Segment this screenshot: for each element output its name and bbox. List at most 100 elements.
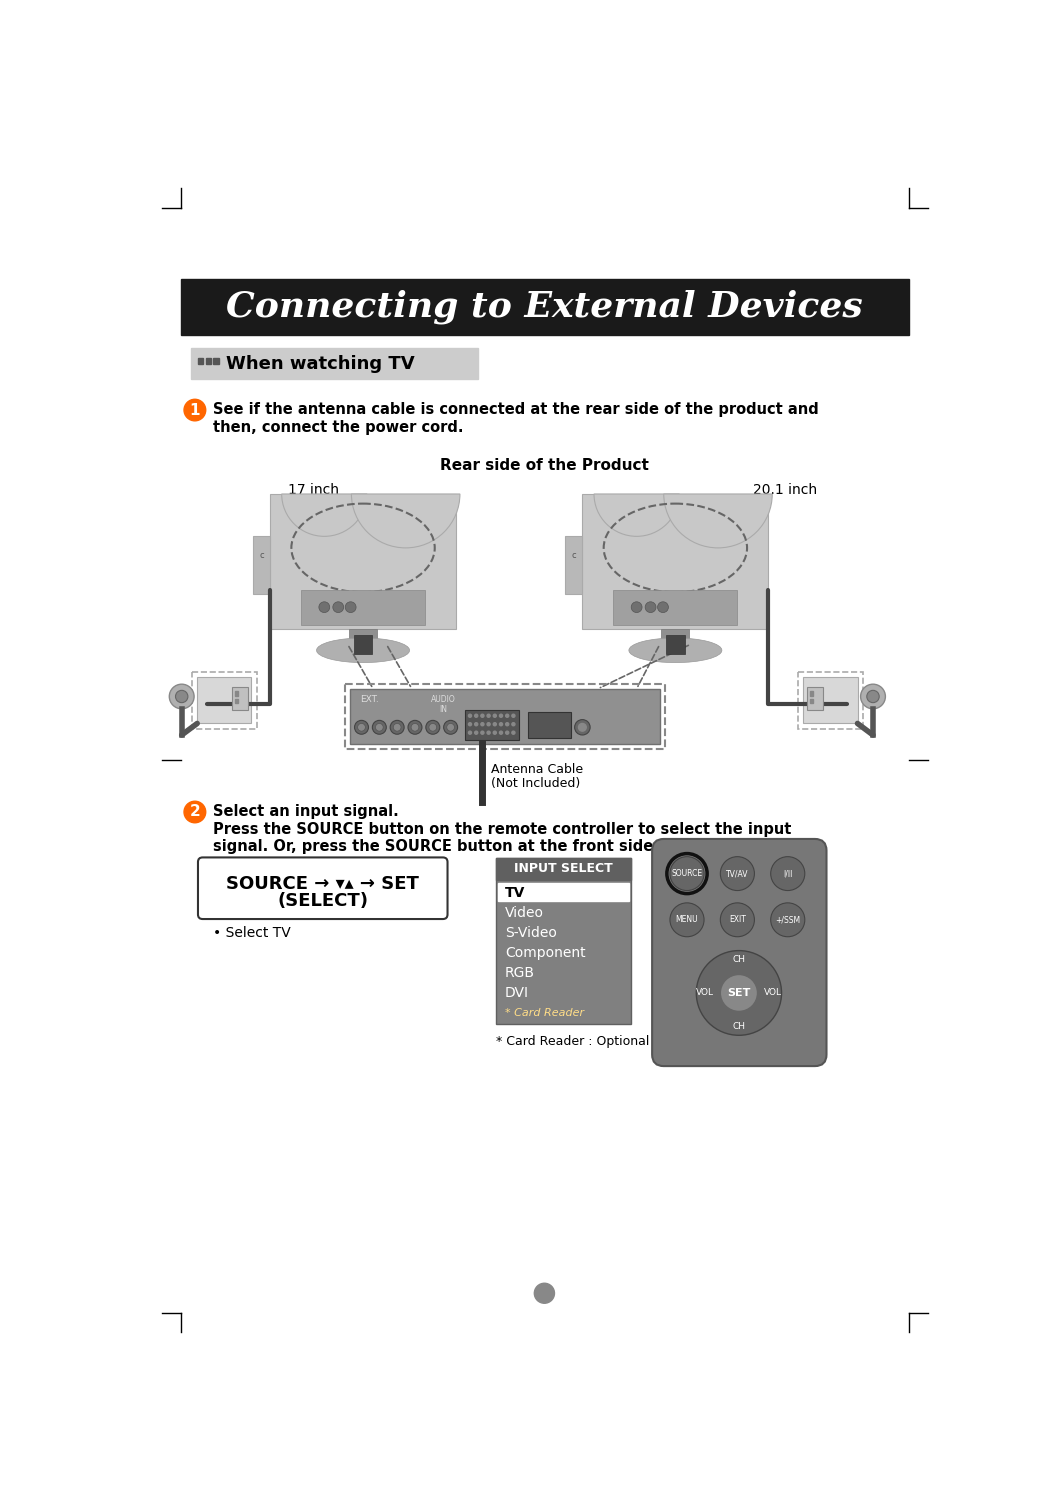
Text: 1: 1 xyxy=(189,402,200,417)
Circle shape xyxy=(169,685,195,709)
Circle shape xyxy=(393,724,401,731)
Bar xyxy=(235,698,238,703)
Text: EXT.: EXT. xyxy=(360,695,378,704)
Circle shape xyxy=(721,856,755,891)
Circle shape xyxy=(175,691,188,703)
Bar xyxy=(301,590,425,625)
Text: TV/AV: TV/AV xyxy=(726,868,748,877)
Circle shape xyxy=(535,1284,555,1303)
Text: TV: TV xyxy=(505,886,525,900)
Circle shape xyxy=(475,722,477,725)
Circle shape xyxy=(184,801,206,823)
Text: 20.1 inch: 20.1 inch xyxy=(753,483,817,497)
Text: then, connect the power cord.: then, connect the power cord. xyxy=(213,420,463,435)
Wedge shape xyxy=(663,494,772,548)
Text: DVI: DVI xyxy=(505,986,529,999)
Wedge shape xyxy=(594,494,679,536)
Circle shape xyxy=(506,731,509,734)
Circle shape xyxy=(333,602,343,613)
Text: Connecting to External Devices: Connecting to External Devices xyxy=(226,289,863,324)
FancyBboxPatch shape xyxy=(198,858,448,920)
Text: c: c xyxy=(572,551,576,560)
Bar xyxy=(349,629,377,650)
Circle shape xyxy=(426,721,440,734)
Text: SOURCE → ▾▴ → SET: SOURCE → ▾▴ → SET xyxy=(226,874,419,892)
Bar xyxy=(497,883,629,901)
Circle shape xyxy=(500,731,503,734)
Circle shape xyxy=(487,731,490,734)
Circle shape xyxy=(375,724,383,731)
Circle shape xyxy=(480,715,484,718)
Circle shape xyxy=(645,602,656,613)
Text: • Select TV: • Select TV xyxy=(213,926,290,941)
Circle shape xyxy=(500,722,503,725)
Text: Component: Component xyxy=(505,947,586,960)
Circle shape xyxy=(355,721,369,734)
Text: * Card Reader : Optional: * Card Reader : Optional xyxy=(495,1034,648,1047)
Ellipse shape xyxy=(629,638,722,662)
Circle shape xyxy=(475,731,477,734)
Circle shape xyxy=(493,731,496,734)
Circle shape xyxy=(500,715,503,718)
Circle shape xyxy=(469,731,472,734)
Text: 17 inch: 17 inch xyxy=(288,483,339,497)
Bar xyxy=(191,671,257,728)
Circle shape xyxy=(411,724,419,731)
Circle shape xyxy=(506,722,509,725)
Wedge shape xyxy=(352,494,460,548)
Bar xyxy=(253,536,270,594)
Text: SET: SET xyxy=(727,987,750,998)
Circle shape xyxy=(721,974,758,1011)
FancyBboxPatch shape xyxy=(652,838,827,1066)
Circle shape xyxy=(493,722,496,725)
Bar xyxy=(191,349,477,379)
Text: S-Video: S-Video xyxy=(505,926,557,941)
Circle shape xyxy=(429,724,437,731)
Bar xyxy=(804,677,858,724)
Bar xyxy=(661,629,689,650)
Circle shape xyxy=(771,903,805,936)
Text: CH: CH xyxy=(732,954,745,963)
Text: c: c xyxy=(259,551,264,560)
Circle shape xyxy=(866,691,879,703)
Circle shape xyxy=(670,903,704,936)
Bar xyxy=(566,536,583,594)
Bar xyxy=(528,712,571,737)
Circle shape xyxy=(372,721,386,734)
Circle shape xyxy=(493,715,496,718)
Text: CH: CH xyxy=(732,1022,745,1031)
Text: Video: Video xyxy=(505,906,544,920)
Circle shape xyxy=(469,715,472,718)
Bar xyxy=(214,358,219,364)
Bar xyxy=(198,358,203,364)
Bar xyxy=(465,710,519,739)
Circle shape xyxy=(670,856,704,891)
Bar xyxy=(798,671,863,728)
Circle shape xyxy=(480,731,484,734)
Text: +/SSM: +/SSM xyxy=(775,915,800,924)
Circle shape xyxy=(631,602,642,613)
Circle shape xyxy=(390,721,404,734)
Circle shape xyxy=(319,602,330,613)
Circle shape xyxy=(696,951,781,1035)
Circle shape xyxy=(446,724,455,731)
Text: signal. Or, press the SOURCE button at the front side of the product.: signal. Or, press the SOURCE button at t… xyxy=(213,838,782,853)
Text: Rear side of the Product: Rear side of the Product xyxy=(440,458,648,473)
Bar xyxy=(810,691,813,695)
Bar xyxy=(495,858,631,880)
Text: MENU: MENU xyxy=(676,915,698,924)
Text: 2: 2 xyxy=(189,805,200,820)
Circle shape xyxy=(475,715,477,718)
Circle shape xyxy=(345,602,356,613)
Text: * Card Reader: * Card Reader xyxy=(505,1008,584,1017)
Text: RGB: RGB xyxy=(505,966,535,980)
Text: Select an input signal.: Select an input signal. xyxy=(213,804,399,819)
Bar xyxy=(354,635,372,655)
Text: VOL: VOL xyxy=(696,989,714,998)
Circle shape xyxy=(721,903,755,936)
Bar xyxy=(807,688,823,710)
Wedge shape xyxy=(282,494,367,536)
Circle shape xyxy=(487,722,490,725)
Bar xyxy=(810,698,813,703)
Circle shape xyxy=(480,722,484,725)
